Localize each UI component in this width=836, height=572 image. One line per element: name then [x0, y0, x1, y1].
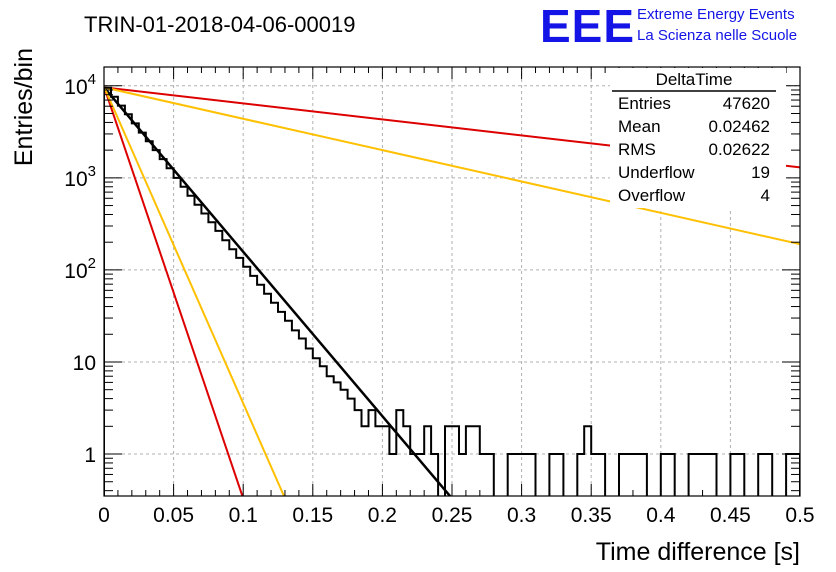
chart-title: TRIN-01-2018-04-06-00019	[84, 12, 356, 37]
x-tick-label: 0.5	[785, 504, 814, 527]
fit-curve-5	[104, 86, 800, 246]
org-name-line2: La Scienza nelle Scuole	[637, 27, 797, 44]
x-tick-label: 0.15	[292, 504, 333, 527]
stat-label-rms: RMS	[618, 140, 656, 159]
eee-logo: EEE	[540, 0, 635, 52]
y-tick-label: 10	[73, 352, 96, 375]
stat-value-overflow: 4	[761, 186, 770, 205]
stat-value-underflow: 19	[751, 163, 770, 182]
histogram-bars	[104, 86, 800, 496]
fit-curve-3	[104, 86, 286, 496]
x-axis-label: Time difference [s]	[596, 538, 800, 566]
stat-value-rms: 0.02622	[709, 140, 770, 159]
stat-value-mean: 0.02462	[709, 117, 770, 136]
y-tick-label: 104	[64, 71, 96, 99]
y-tick-label: 1	[84, 444, 96, 467]
fit-curve-1	[104, 86, 452, 496]
y-tick-label: 103	[64, 163, 96, 191]
y-axis-ticks: 1 10 102 103 104	[64, 71, 800, 492]
fit-curve-2	[104, 86, 244, 496]
grid-lines	[104, 67, 800, 496]
x-tick-label: 0.3	[507, 504, 536, 527]
stats-box-title: DeltaTime	[656, 70, 733, 89]
x-tick-label: 0.35	[571, 504, 612, 527]
stat-value-entries: 47620	[723, 94, 770, 113]
stat-label-underflow: Underflow	[618, 163, 695, 182]
x-tick-label: 0.25	[432, 504, 473, 527]
x-tick-label: 0.4	[646, 504, 676, 527]
stats-box: DeltaTime Entries 47620 Mean 0.02462 RMS…	[610, 68, 786, 208]
stat-label-mean: Mean	[618, 117, 661, 136]
x-tick-label: 0.2	[368, 504, 397, 527]
x-tick-label: 0	[98, 504, 110, 527]
stat-label-overflow: Overflow	[618, 186, 686, 205]
org-name-line1: Extreme Energy Events	[637, 6, 795, 23]
x-tick-label: 0.1	[229, 504, 258, 527]
fit-curves	[104, 86, 800, 496]
y-tick-label: 102	[64, 255, 96, 283]
x-tick-label: 0.05	[153, 504, 194, 527]
x-tick-label: 0.45	[710, 504, 751, 527]
histogram-outline	[104, 86, 800, 496]
stat-label-entries: Entries	[618, 94, 671, 113]
y-axis-label: Entries/bin	[10, 48, 38, 166]
x-axis-ticks: 0 0.05 0.1 0.15 0.2 0.25 0.3 0.35 0.4 0.45 0.5	[98, 67, 815, 527]
